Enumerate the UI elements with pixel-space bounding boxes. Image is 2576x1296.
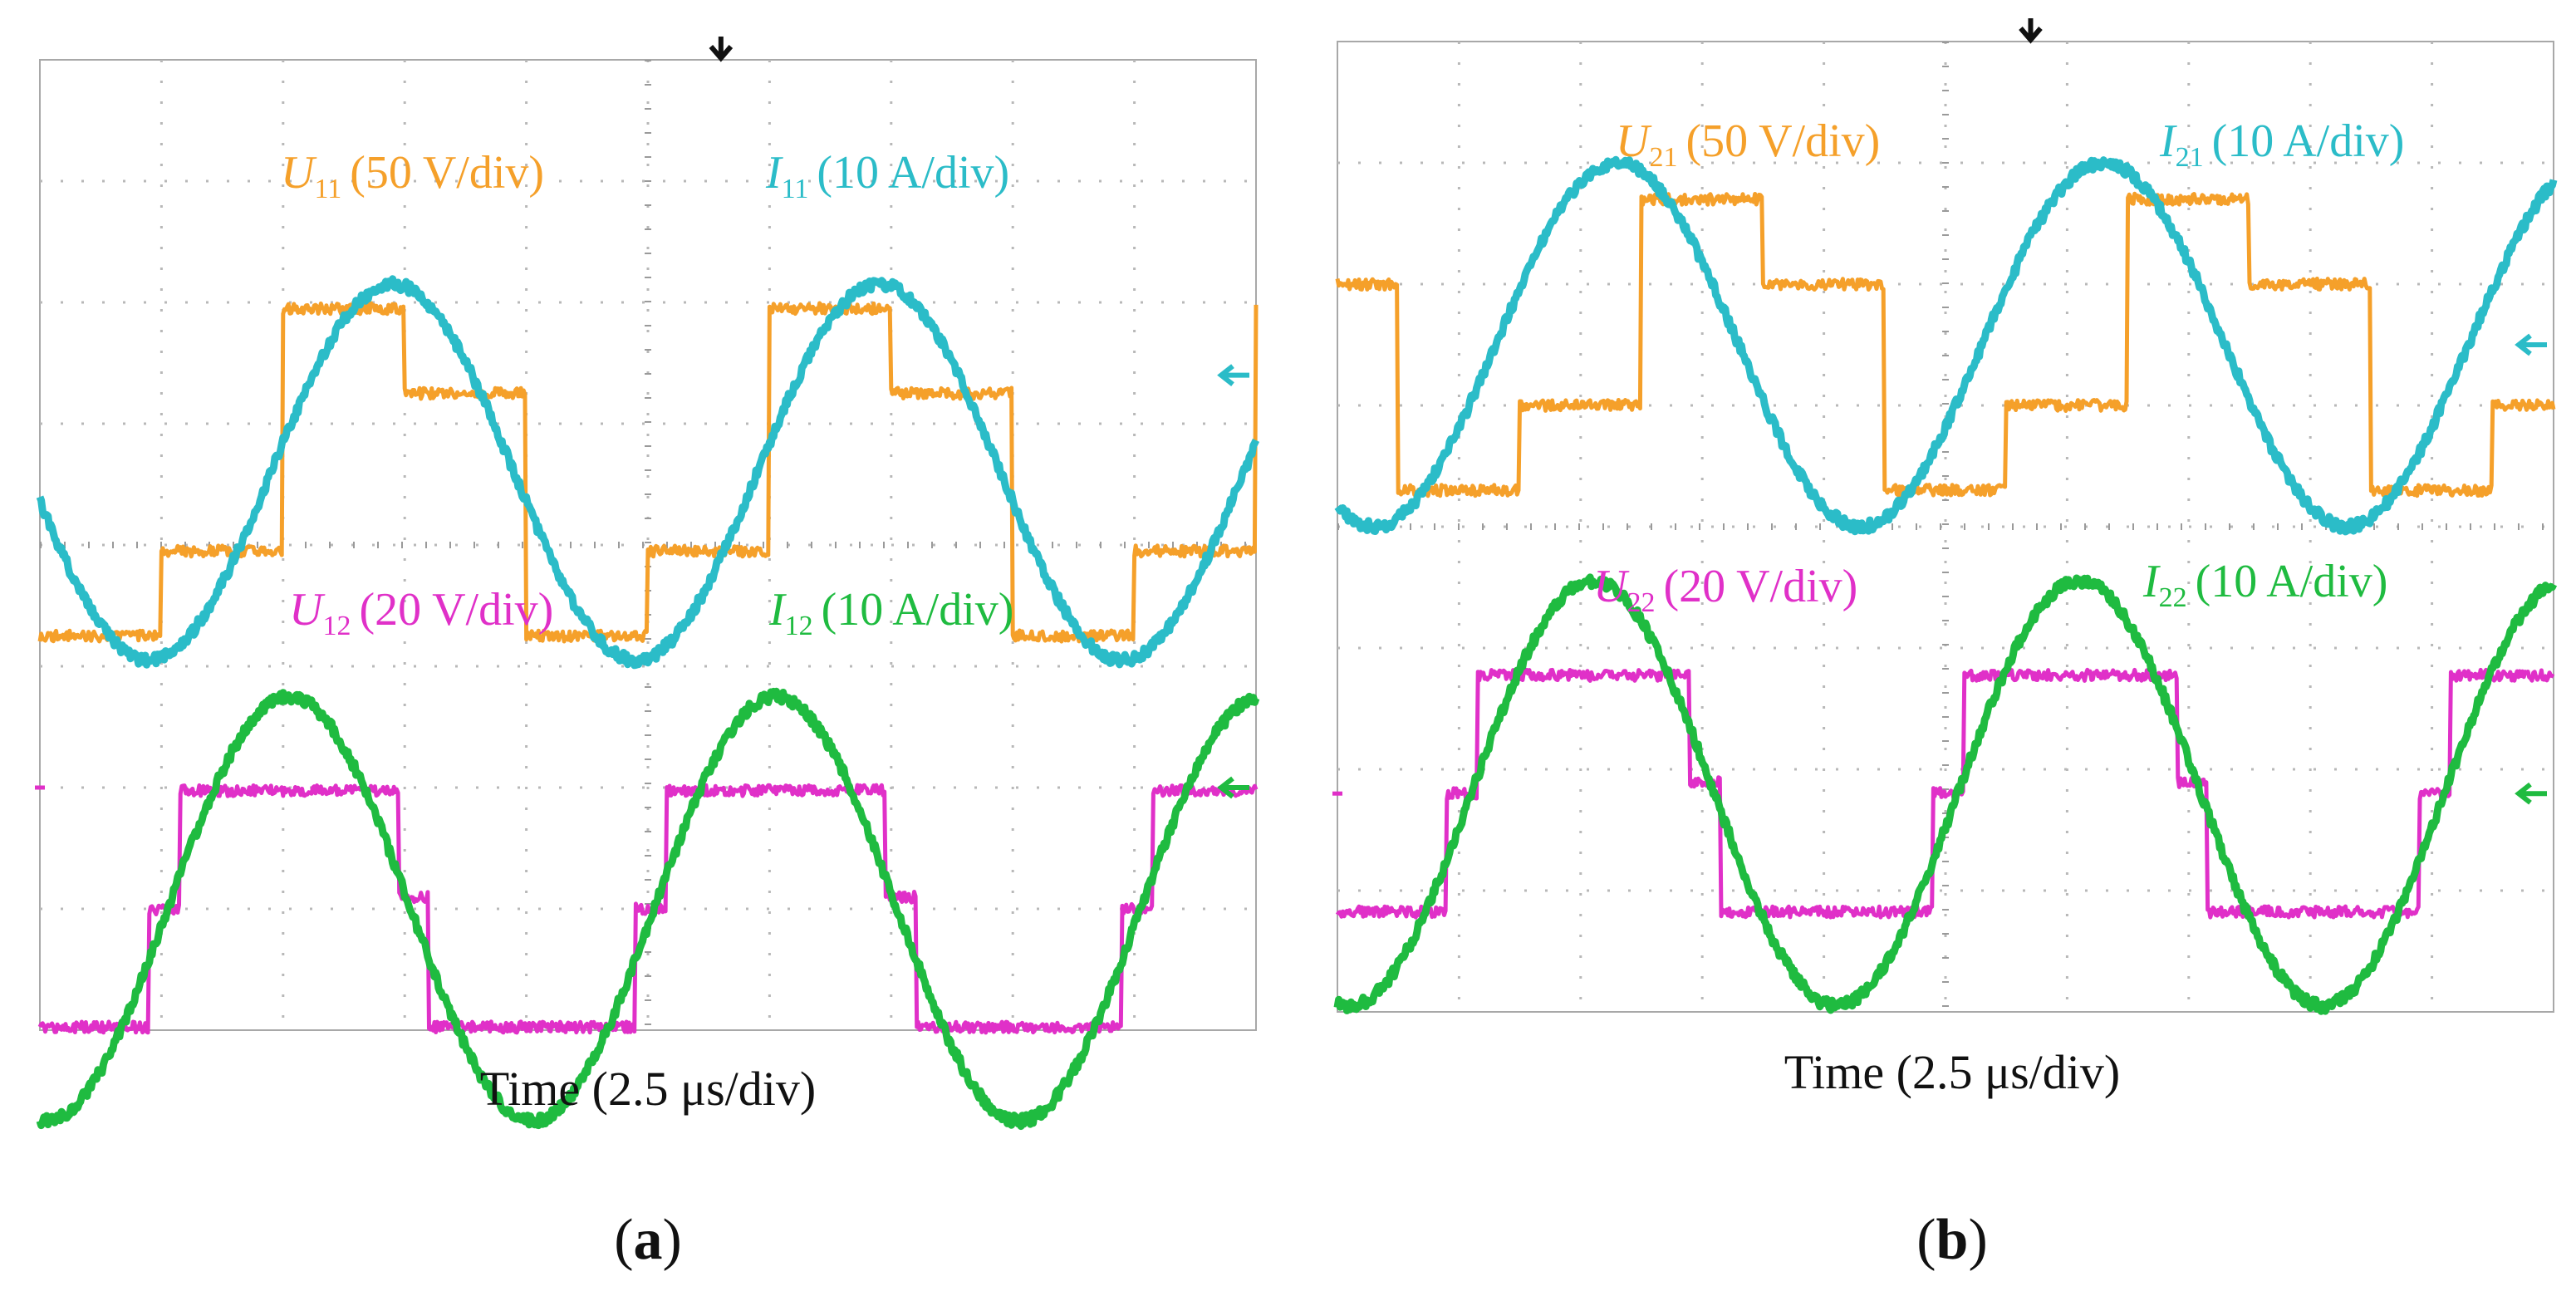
legend-u12: U12 (20 V/div) <box>289 584 553 641</box>
ref-arrow-icon-top <box>1217 364 1249 386</box>
legend-i11: I11 (10 A/div) <box>765 147 1009 204</box>
ref-arrow-icon-top <box>2515 333 2547 356</box>
trace-i21 <box>1334 155 2558 536</box>
trigger-arrow-icon <box>709 37 734 62</box>
trace-i11 <box>36 275 1260 670</box>
trace-u12 <box>37 783 1259 1035</box>
legend-u11: U11 (50 V/div) <box>281 147 544 204</box>
trigger-arrow-icon <box>2019 18 2043 44</box>
scope-markers-b <box>1332 18 2547 805</box>
panel-label-a: (a) <box>614 1208 682 1272</box>
ref-arrow-icon-bottom <box>1217 776 1249 799</box>
scope-grid-a <box>40 60 1256 1030</box>
ref-arrow-icon-bottom <box>2515 782 2547 805</box>
panel-label-b: (b) <box>1916 1208 1988 1272</box>
trace-i12 <box>36 687 1260 1131</box>
x-axis-label-b: Time (2.5 μs/div) <box>1784 1045 2120 1099</box>
panel-a: U11 (50 V/div) I11 (10 A/div) U12 (20 V/div… <box>35 37 1260 1272</box>
waveforms-b <box>1333 155 2558 1015</box>
trace-u22 <box>1335 667 2555 920</box>
trace-i22 <box>1333 573 2558 1015</box>
trace-u21 <box>1335 191 2556 498</box>
x-axis-label-a: Time (2.5 μs/div) <box>480 1062 816 1116</box>
legend-i12: I12 (10 A/div) <box>768 584 1013 641</box>
legend-u21: U21 (50 V/div) <box>1616 115 1880 173</box>
legend-i21: I21 (10 A/div) <box>2159 115 2404 173</box>
waveforms-a <box>36 275 1260 1131</box>
panel-b: U21 (50 V/div) I21 (10 A/div) U22 (20 V/div… <box>1332 18 2558 1272</box>
scope-markers-a <box>35 37 1249 799</box>
legend-u22: U22 (20 V/div) <box>1593 561 1857 618</box>
legend-i22: I22 (10 A/div) <box>2142 556 2387 613</box>
